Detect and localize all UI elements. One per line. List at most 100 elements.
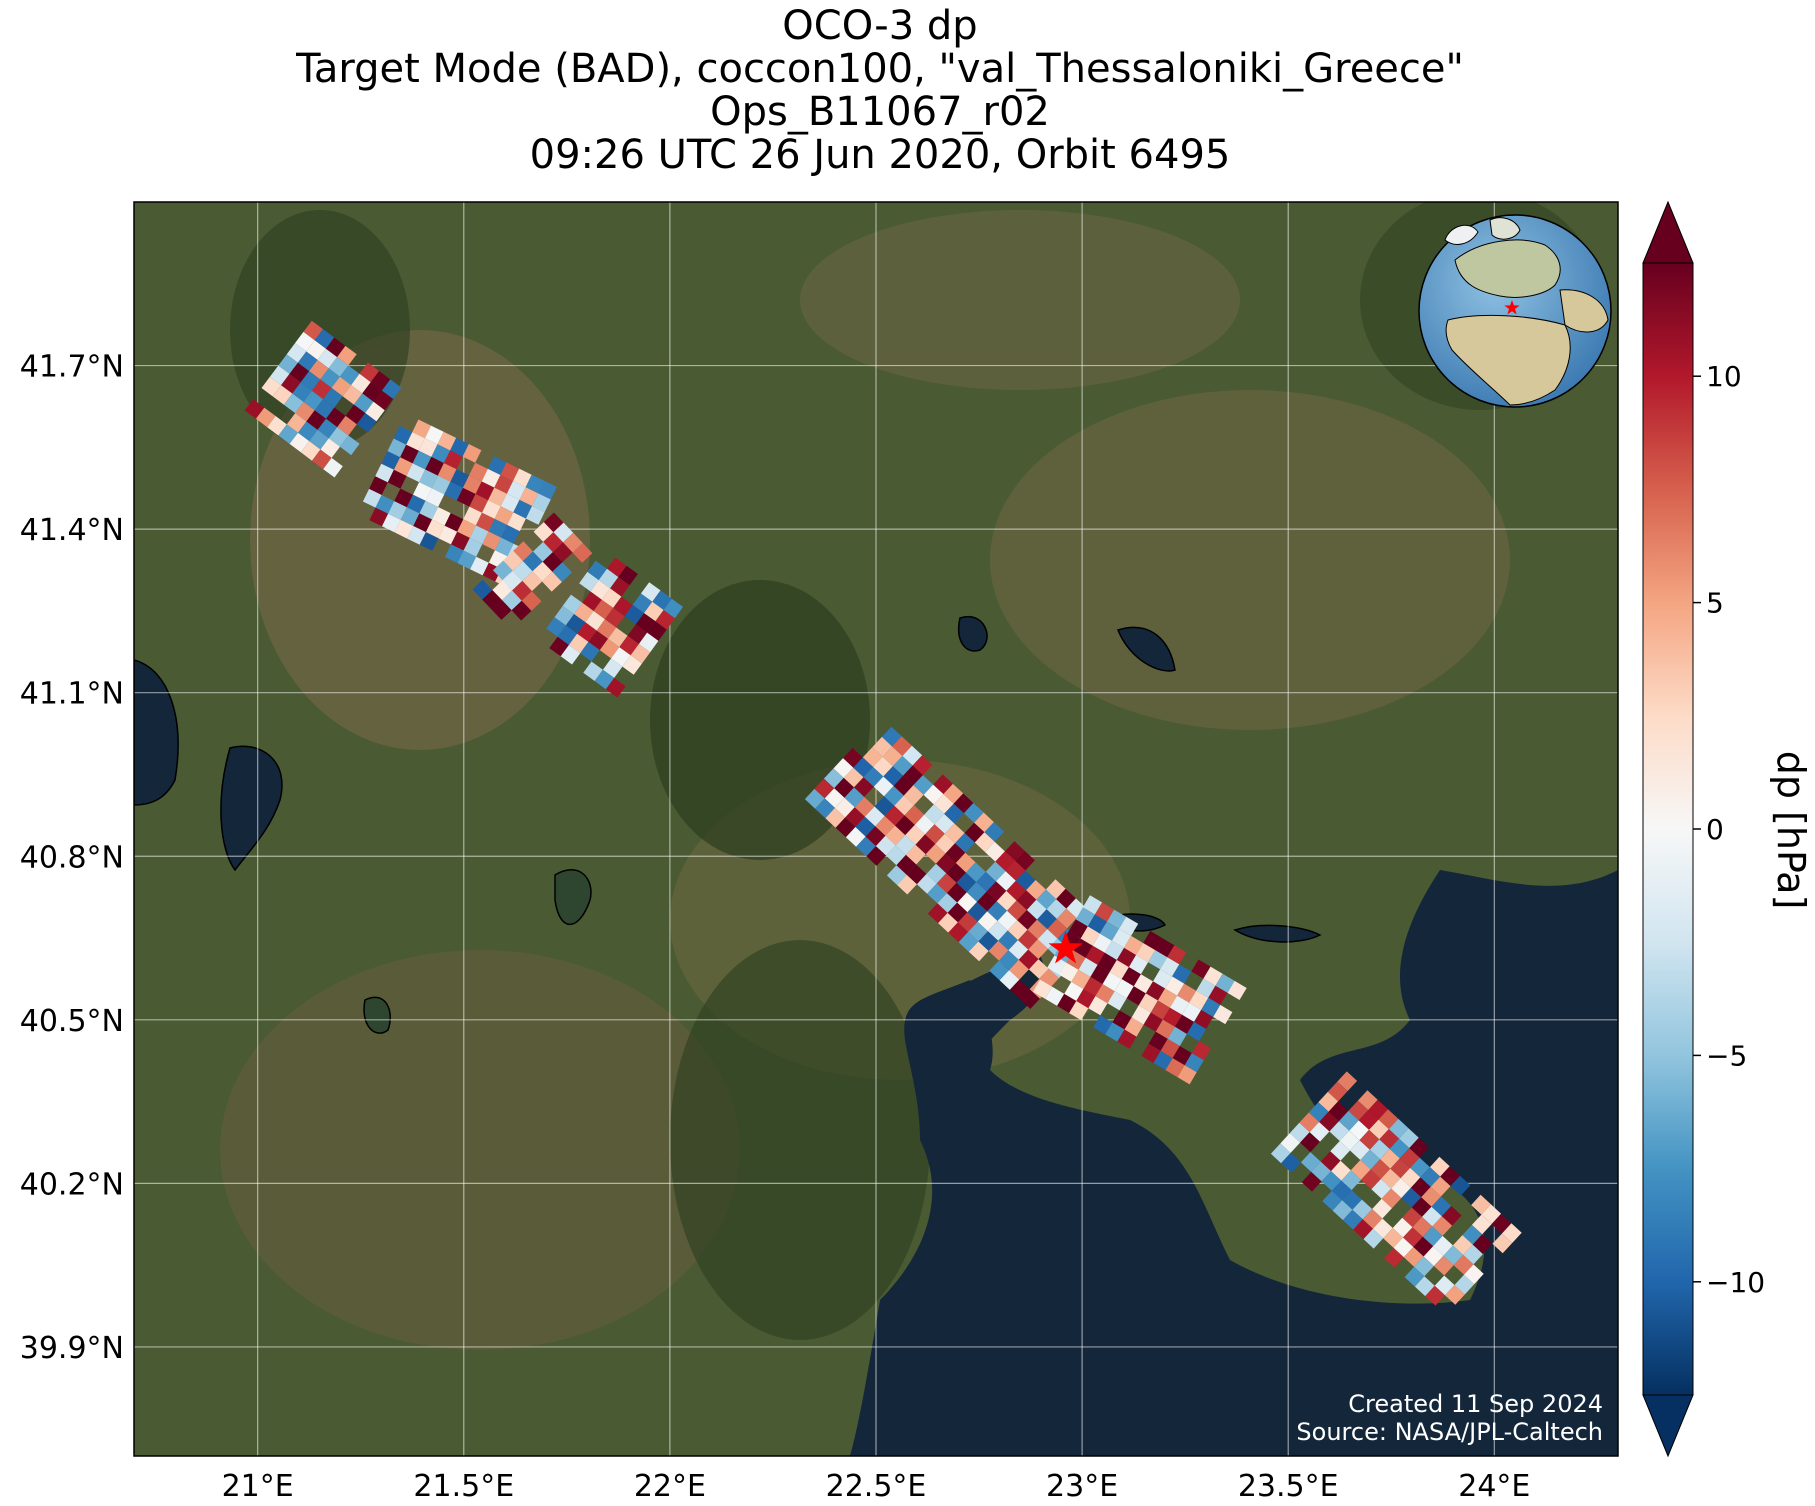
sounding-pixel: [1362, 1209, 1383, 1229]
sounding-pixel: [588, 630, 608, 651]
sounding-pixel: [406, 432, 425, 451]
sounding-pixel: [1350, 1160, 1371, 1180]
sounding-pixel: [362, 382, 382, 402]
sounding-pixel: [933, 794, 954, 814]
sounding-pixel: [1331, 1180, 1352, 1201]
sounding-pixel: [1057, 993, 1077, 1014]
sounding-pixel: [450, 469, 470, 488]
sounding-pixel: [312, 449, 332, 470]
sounding-pixel: [886, 845, 906, 866]
sounding-pixel: [608, 627, 628, 648]
sounding-pixel: [340, 435, 360, 456]
sounding-pixel: [369, 507, 389, 527]
sounding-pixel: [1322, 1190, 1343, 1211]
colorbar-gradient: [1642, 262, 1694, 1396]
sounding-pixel: [968, 921, 988, 942]
sounding-pixel: [582, 591, 602, 611]
sounding-pixel: [286, 343, 307, 363]
sounding-pixel: [1373, 1218, 1393, 1239]
sounding-pixel: [444, 481, 463, 501]
sounding-pixel: [1441, 1205, 1462, 1226]
sounding-pixel: [267, 416, 287, 436]
sounding-pixel: [978, 931, 999, 951]
sounding-pixel: [622, 655, 642, 675]
sounding-pixel: [1017, 929, 1038, 950]
sounding-pixel: [507, 512, 526, 532]
sounding-pixel: [596, 619, 617, 639]
sounding-pixel: [1227, 980, 1247, 1000]
sounding-pixel: [914, 814, 935, 835]
sounding-pixel: [1400, 1167, 1421, 1188]
sounding-pixel: [1409, 1137, 1430, 1158]
lake-prespa: [220, 745, 283, 872]
sounding-pixel: [1289, 1122, 1310, 1143]
sounding-pixel: [1201, 997, 1221, 1017]
sounding-pixel: [1491, 1213, 1512, 1234]
sounding-pixel: [562, 594, 583, 615]
sounding-pixel: [865, 826, 886, 847]
sounding-pixel: [1328, 1101, 1349, 1122]
sounding-pixel: [881, 726, 902, 747]
sounding-pixel: [1339, 1130, 1360, 1151]
sounding-pixel: [1472, 1234, 1493, 1255]
sounding-pixel: [989, 960, 1010, 981]
sounding-pixel: [331, 376, 352, 397]
sounding-pixel: [1358, 1110, 1379, 1130]
sounding-pixel: [1085, 945, 1105, 965]
sounding-pixel: [1203, 966, 1223, 986]
sounding-pixel: [1020, 989, 1040, 1009]
sounding-pixel: [655, 610, 675, 630]
sounding-pixel: [1281, 1152, 1301, 1173]
sounding-pixel: [553, 522, 574, 543]
sounding-pixel: [342, 385, 363, 405]
sounding-pixel: [957, 892, 977, 913]
sounding-pixel: [984, 822, 1005, 842]
sounding-pixel: [1309, 1122, 1330, 1142]
sounding-pixel: [323, 387, 343, 408]
sounding-pixel: [638, 632, 659, 653]
sounding-pixel: [475, 481, 495, 501]
map-frame: [133, 201, 1619, 1457]
sounding-pixel: [533, 522, 554, 542]
sounding-pixel: [1443, 1245, 1464, 1266]
sounding-pixel: [278, 424, 298, 444]
sounding-pixel: [1392, 1217, 1413, 1238]
sounding-pixel: [1321, 1171, 1342, 1191]
colorbar-tick-label: −10: [1706, 1266, 1765, 1299]
sounding-pixel: [1410, 1157, 1430, 1178]
sounding-pixel: [256, 407, 276, 428]
sounding-pixel: [845, 807, 865, 827]
mountain-area: [670, 940, 930, 1340]
sounding-pixel: [1007, 900, 1027, 921]
sounding-pixel: [823, 768, 844, 789]
sounding-pixel: [1094, 902, 1115, 922]
sounding-pixel: [944, 823, 965, 844]
sounding-pixel: [365, 401, 385, 422]
sounding-pixel: [1319, 1111, 1339, 1132]
sounding-pixel: [1005, 860, 1026, 881]
sounding-pixel: [843, 767, 864, 788]
sounding-pixel: [317, 418, 338, 439]
sounding-pixel: [1082, 895, 1103, 915]
sounding-pixel: [1128, 955, 1149, 975]
sounding-pixel: [1087, 914, 1107, 934]
sounding-pixel: [1059, 962, 1079, 982]
sounding-pixel: [610, 577, 630, 597]
sounding-pixel: [854, 777, 874, 797]
sounding-pixel: [261, 376, 282, 397]
sounding-pixel: [590, 580, 611, 600]
sounding-pixel: [481, 468, 501, 488]
sounding-pixel: [1104, 940, 1124, 960]
sounding-pixel: [469, 525, 489, 545]
sounding-pixel: [269, 365, 290, 386]
sounding-pixel: [1111, 928, 1132, 948]
sounding-pixel: [999, 970, 1020, 990]
sounding-pixel: [884, 786, 904, 806]
sounding-pixel: [563, 532, 583, 553]
sounding-pixel: [1015, 850, 1035, 871]
sounding-pixel: [872, 736, 893, 757]
sounding-pixel: [925, 844, 946, 864]
sounding-pixel: [289, 432, 310, 453]
sounding-pixel: [1165, 976, 1185, 996]
sounding-pixel: [947, 902, 968, 923]
